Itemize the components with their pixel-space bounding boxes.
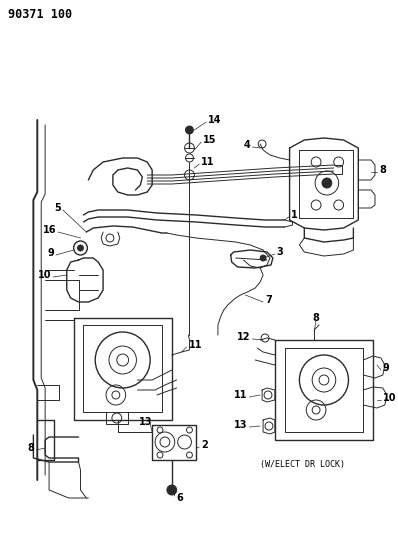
Text: 10: 10 (37, 270, 51, 280)
Text: 12: 12 (237, 332, 250, 342)
Circle shape (260, 255, 266, 261)
Text: 11: 11 (201, 157, 215, 167)
Text: 4: 4 (244, 140, 250, 150)
Circle shape (185, 126, 193, 134)
Text: 13: 13 (234, 420, 248, 430)
Text: 9: 9 (383, 363, 390, 373)
Text: 15: 15 (203, 135, 217, 145)
Text: 8: 8 (312, 313, 319, 323)
Text: 6: 6 (177, 493, 183, 503)
Text: 8: 8 (27, 443, 34, 453)
Circle shape (78, 245, 84, 251)
Text: 11: 11 (234, 390, 248, 400)
Text: 1: 1 (291, 210, 297, 220)
Text: 2: 2 (201, 440, 208, 450)
Text: 10: 10 (383, 393, 396, 403)
Text: 3: 3 (277, 247, 284, 257)
Text: 8: 8 (379, 165, 386, 175)
Text: 14: 14 (208, 115, 222, 125)
Text: 11: 11 (189, 340, 202, 350)
Text: 7: 7 (265, 295, 272, 305)
Text: 16: 16 (43, 225, 56, 235)
Text: 13: 13 (139, 417, 152, 427)
Text: 9: 9 (47, 248, 54, 258)
Text: 90371 100: 90371 100 (8, 9, 72, 21)
Circle shape (322, 178, 332, 188)
Text: (W/ELECT DR LOCK): (W/ELECT DR LOCK) (260, 461, 345, 470)
Text: 5: 5 (54, 203, 61, 213)
Circle shape (167, 485, 177, 495)
